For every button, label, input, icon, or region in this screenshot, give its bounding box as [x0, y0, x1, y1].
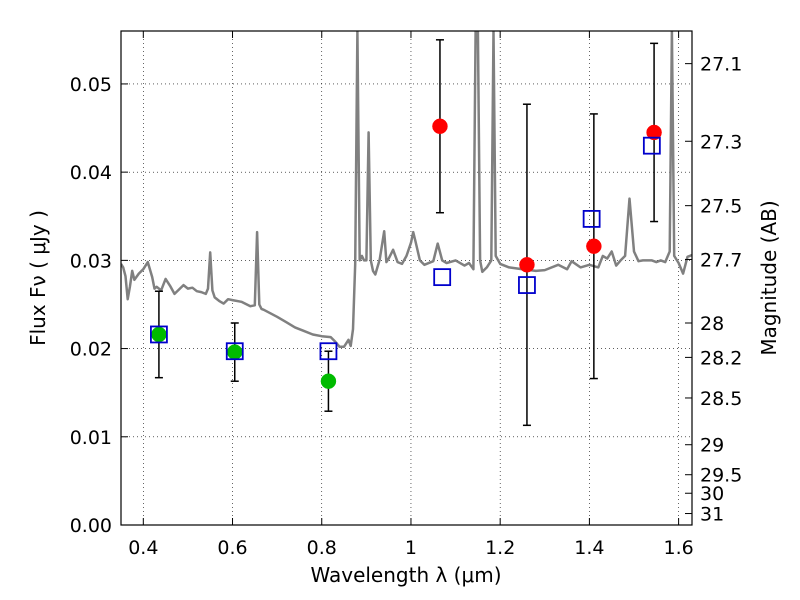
red-point [432, 118, 448, 135]
error-bars [154, 39, 659, 427]
y-axis-label: Flux Fν ( μJy ) [26, 210, 50, 346]
y-tick-label: 0.02 [70, 339, 112, 361]
model-squares [150, 136, 661, 361]
right-tick-label: 27.7 [700, 249, 742, 271]
right-tick-label: 29.5 [700, 465, 742, 487]
x-tick-label: 0.6 [217, 537, 247, 559]
model-square [150, 325, 168, 344]
model-spectrum-line [121, 31, 692, 349]
right-tick-label: 27.1 [700, 54, 742, 76]
right-tick-label: 28 [700, 313, 724, 335]
model-square [582, 209, 601, 228]
green-points [151, 326, 337, 389]
right-axis-label: Magnitude (AB) [757, 200, 781, 355]
red-points [432, 118, 662, 273]
y-tick-label: 0.04 [70, 162, 112, 184]
x-tick-label: 1.4 [574, 537, 604, 559]
red-point [646, 124, 662, 141]
model-square [642, 136, 661, 155]
red-point [519, 257, 535, 273]
grid-lines [121, 31, 692, 526]
right-tick-label: 28.5 [700, 388, 742, 410]
x-tick-label: 1.2 [485, 537, 515, 559]
model-spectrum [121, 31, 692, 349]
right-tick-label: 31 [700, 504, 724, 526]
green-point [151, 326, 167, 343]
model-square [225, 342, 244, 361]
x-axis-ticks: 0.4 0.6 0.8 1 1.2 1.4 1.6 [128, 31, 694, 559]
y-tick-label: 0.03 [70, 250, 112, 272]
x-tick-label: 1 [405, 537, 417, 559]
model-square [518, 276, 536, 294]
x-tick-label: 1.6 [664, 537, 694, 559]
red-point [586, 238, 602, 254]
right-tick-label: 30 [700, 483, 724, 505]
x-tick-label: 0.4 [128, 537, 158, 559]
y-tick-label: 0.05 [70, 74, 112, 96]
x-tick-label: 0.8 [307, 537, 337, 559]
model-square [433, 268, 452, 287]
y-tick-label: 0.01 [70, 427, 112, 449]
x-axis-label: Wavelength λ (μm) [310, 563, 501, 587]
right-tick-label: 27.3 [700, 131, 742, 153]
y-tick-label: 0.00 [70, 515, 112, 537]
plot-frame [120, 30, 693, 526]
right-tick-label: 28.2 [700, 347, 742, 369]
right-tick-label: 27.5 [700, 196, 742, 218]
green-point [320, 373, 337, 389]
y-axis-ticks: 0.00 0.01 0.02 0.03 0.04 0.05 [70, 74, 128, 537]
right-tick-label: 29 [700, 435, 724, 457]
green-point [227, 344, 243, 360]
model-square [319, 342, 338, 361]
